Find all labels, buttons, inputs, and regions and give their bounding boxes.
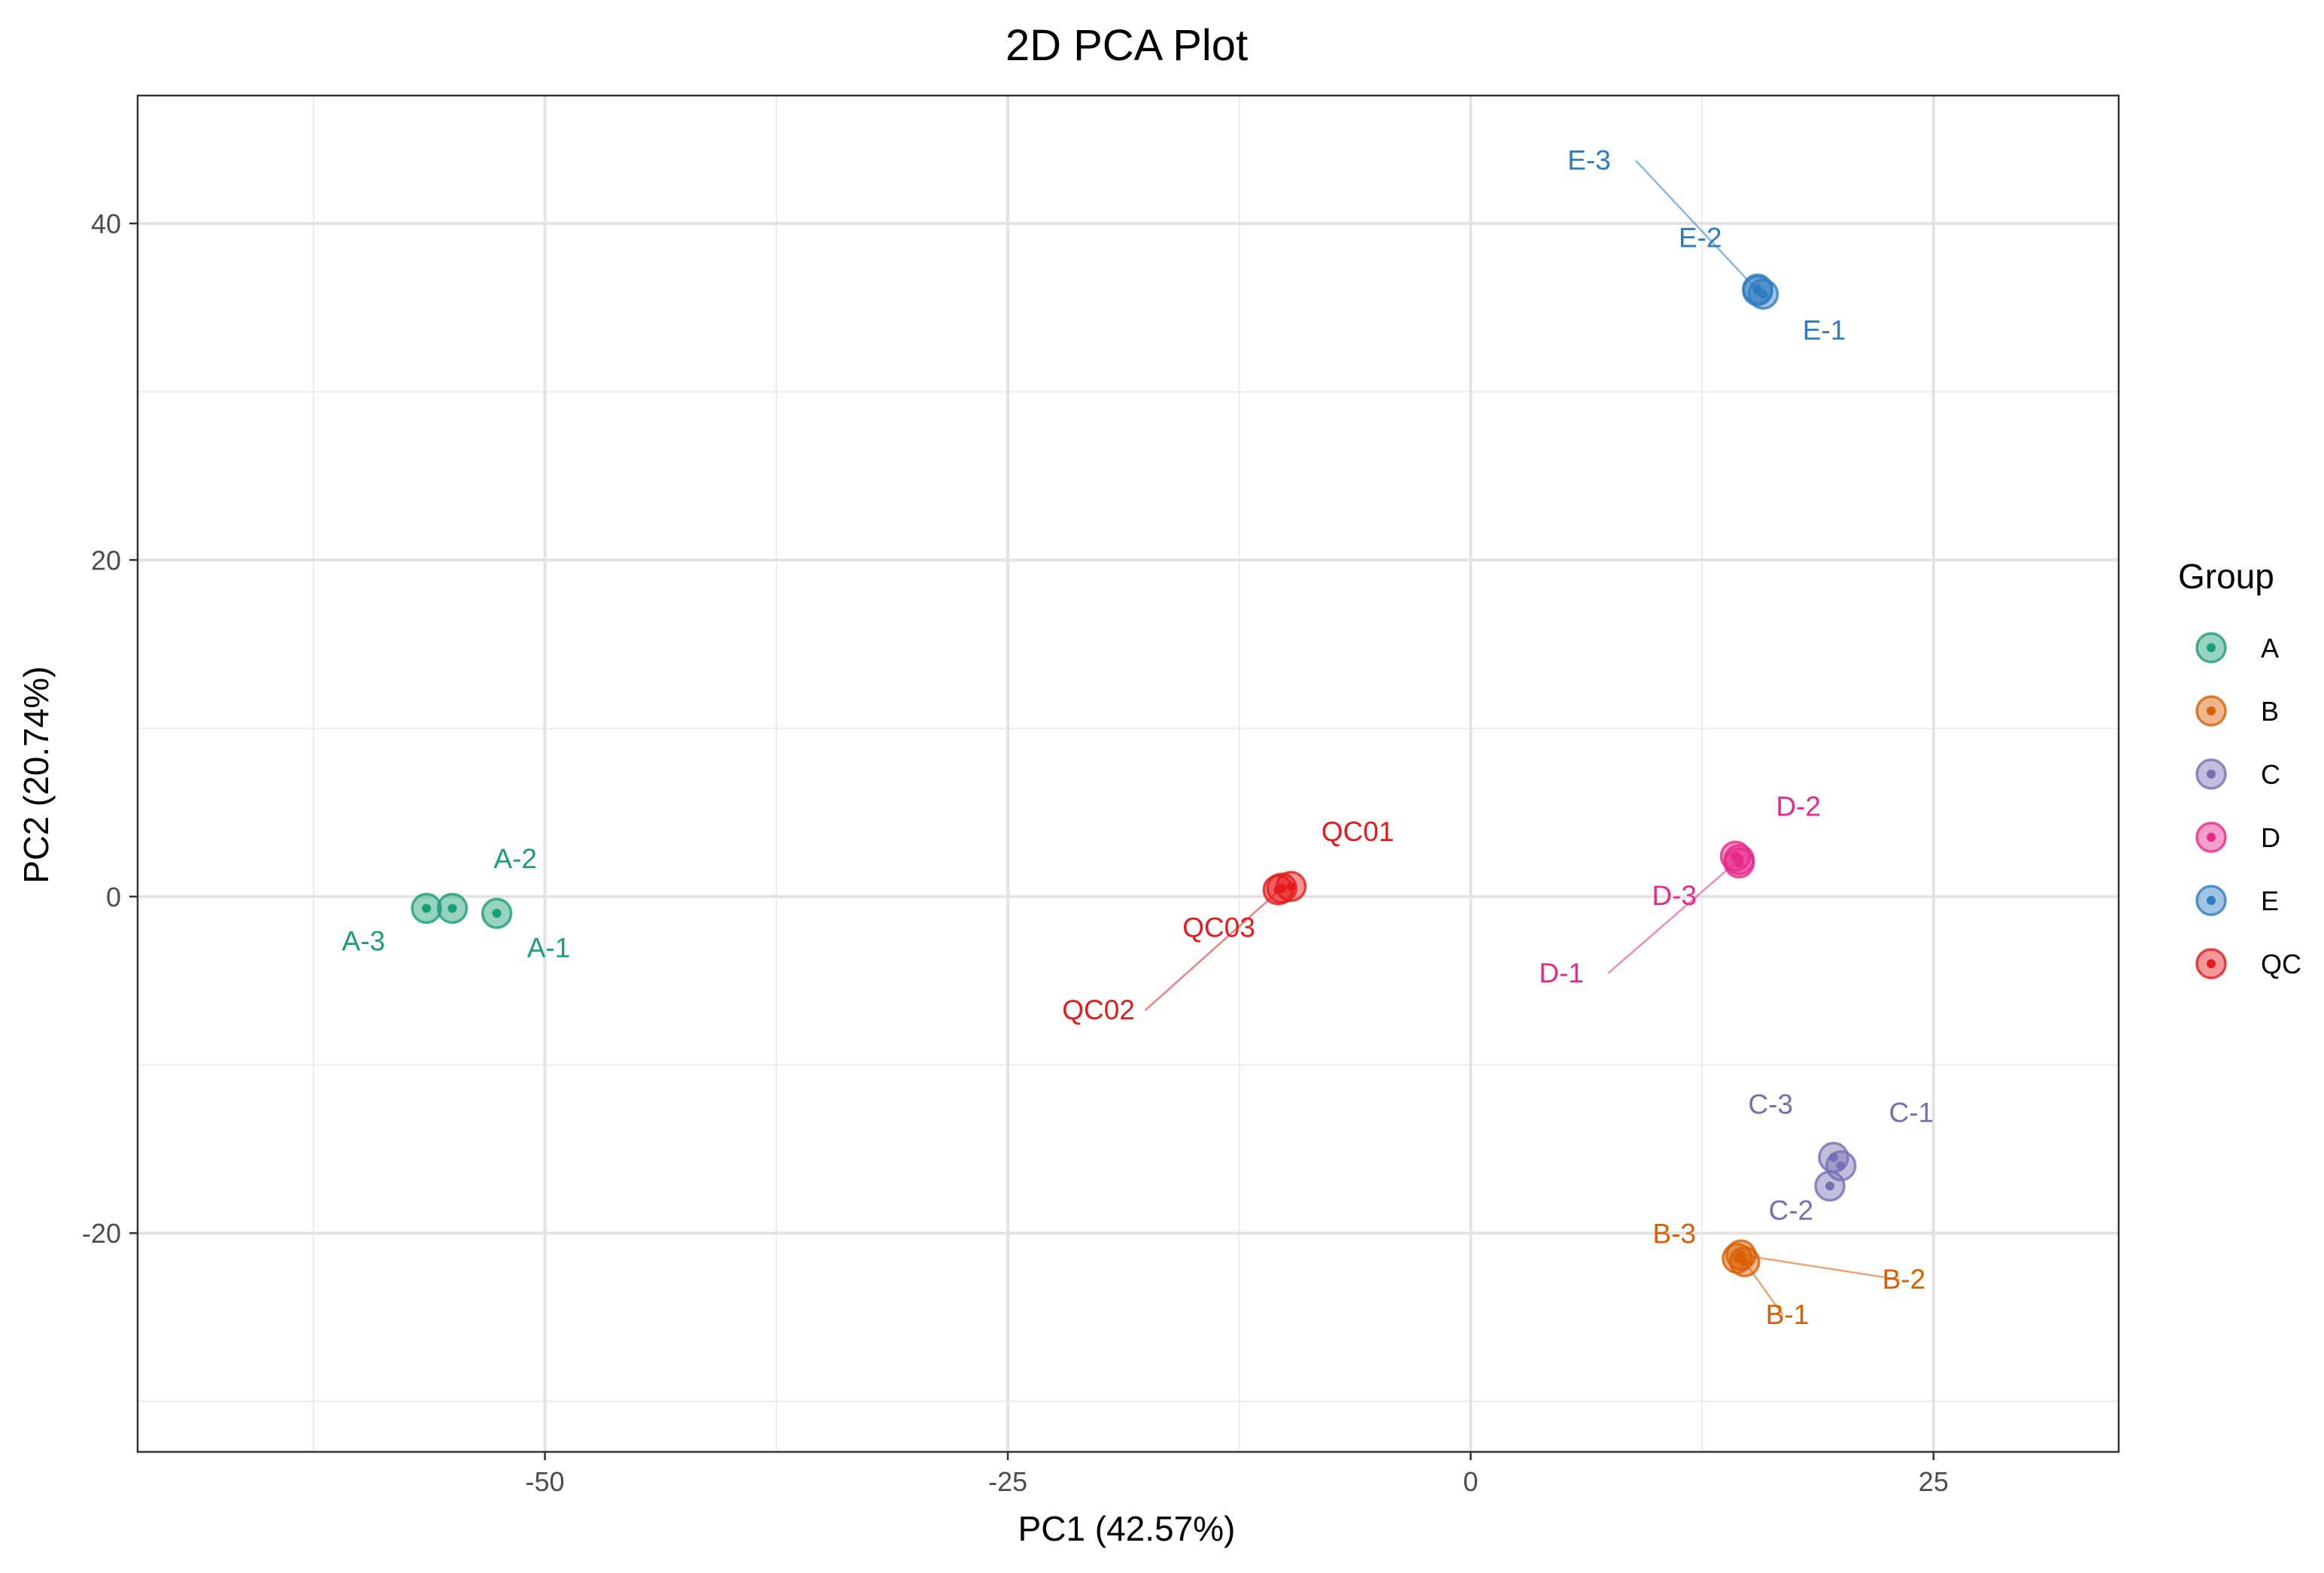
- point-c-2: [1814, 1170, 1846, 1202]
- point-center-d-3: [1734, 858, 1744, 868]
- point-center-e-3: [1752, 286, 1762, 296]
- point-label-a-2: A-2: [493, 843, 537, 874]
- point-label-e-1: E-1: [1803, 314, 1846, 345]
- legend-key-center-a: [2207, 643, 2216, 652]
- legend-entry-c: C: [2195, 758, 2280, 790]
- point-label-c-3: C-3: [1748, 1089, 1793, 1119]
- leader-line-e-3: [1635, 159, 1758, 292]
- legend-label-e: E: [2261, 885, 2279, 916]
- legend: Group A B C D E QC: [2178, 557, 2301, 979]
- point-center-b-1: [1740, 1257, 1749, 1267]
- y-tick-label-3: 40: [91, 208, 121, 239]
- legend-entry-b: B: [2195, 695, 2279, 727]
- y-tick-label-2: 20: [91, 545, 121, 575]
- y-axis-ticks: -20 0 20 40: [82, 208, 138, 1249]
- point-label-d-3: D-3: [1652, 880, 1697, 911]
- chart-title: 2D PCA Plot: [1006, 21, 1248, 70]
- legend-key-center-e: [2207, 896, 2216, 905]
- x-tick-label-1: -25: [988, 1466, 1027, 1497]
- y-tick-label-0: -20: [82, 1218, 121, 1249]
- point-center-qc03: [1273, 885, 1283, 894]
- point-label-b-1: B-1: [1766, 1299, 1810, 1330]
- point-labels: A-1 A-2 A-3 B-1 B-2 B-3 C-1 C-2 C-3 D-1 D-2 D-3 E-1 E…: [342, 144, 1934, 1330]
- major-gridlines: [138, 96, 2119, 1452]
- x-tick-label-0: -50: [526, 1466, 565, 1497]
- x-tick-label-2: 0: [1463, 1466, 1478, 1497]
- legend-entry-e: E: [2195, 885, 2279, 916]
- x-axis-title: PC1 (42.57%): [1018, 1509, 1236, 1548]
- point-label-qc01: QC01: [1321, 816, 1394, 847]
- point-label-c-2: C-2: [1768, 1195, 1813, 1225]
- legend-key-center-c: [2207, 770, 2216, 779]
- point-a-2: [436, 892, 469, 925]
- legend-title: Group: [2178, 557, 2274, 596]
- x-tick-label-3: 25: [1919, 1466, 1949, 1497]
- legend-key-center-d: [2207, 833, 2216, 842]
- x-axis-ticks: -50 -25 0 25: [526, 1452, 1949, 1497]
- label-leader-lines: [1144, 159, 1900, 1316]
- point-c-3: [1818, 1141, 1849, 1174]
- legend-label-d: D: [2261, 822, 2280, 853]
- legend-key-center-b: [2207, 706, 2216, 715]
- point-center-c-3: [1828, 1152, 1838, 1162]
- y-tick-label-1: 0: [106, 882, 121, 913]
- point-label-d-2: D-2: [1776, 791, 1821, 821]
- minor-gridlines: [138, 96, 2119, 1452]
- point-label-a-3: A-3: [342, 925, 386, 956]
- legend-key-center-qc: [2207, 959, 2216, 968]
- point-a-1: [481, 897, 513, 929]
- point-a-3: [411, 892, 442, 925]
- legend-label-qc: QC: [2261, 949, 2301, 979]
- data-points: [411, 273, 1857, 1277]
- legend-entry-qc: QC: [2195, 948, 2301, 979]
- y-axis-title: PC2 (20.74%): [17, 667, 56, 884]
- point-label-e-3: E-3: [1567, 144, 1611, 175]
- point-label-qc02: QC02: [1062, 995, 1135, 1025]
- point-qc03: [1262, 874, 1294, 906]
- point-e-3: [1742, 275, 1773, 307]
- point-center-c-2: [1825, 1181, 1834, 1191]
- point-label-b-2: B-2: [1883, 1264, 1926, 1295]
- point-center-a-2: [448, 903, 457, 913]
- point-label-d-1: D-1: [1539, 958, 1584, 988]
- point-center-a-1: [492, 909, 502, 919]
- leader-line-b-2: [1740, 1254, 1900, 1281]
- leader-line-qc02: [1144, 887, 1283, 1012]
- point-center-a-3: [422, 903, 432, 913]
- legend-entry-d: D: [2195, 821, 2280, 853]
- point-b-3: [1722, 1242, 1753, 1274]
- point-center-b-3: [1732, 1253, 1742, 1263]
- point-label-qc03: QC03: [1182, 912, 1255, 943]
- leader-line-b-1: [1743, 1261, 1784, 1316]
- panel-border: [136, 94, 2120, 1453]
- legend-label-b: B: [2261, 696, 2279, 727]
- legend-entry-a: A: [2195, 632, 2279, 664]
- legend-label-a: A: [2261, 633, 2279, 664]
- point-label-e-2: E-2: [1679, 222, 1722, 253]
- point-label-b-3: B-3: [1652, 1219, 1696, 1250]
- point-label-c-1: C-1: [1889, 1098, 1934, 1128]
- leader-line-d-1: [1607, 858, 1740, 974]
- point-label-a-1: A-1: [527, 932, 571, 963]
- legend-label-c: C: [2261, 759, 2280, 790]
- point-center-d-2: [1731, 852, 1740, 861]
- point-d-3: [1723, 847, 1755, 879]
